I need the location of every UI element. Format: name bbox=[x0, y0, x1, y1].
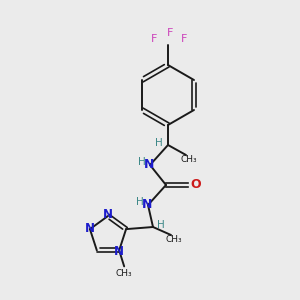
Text: O: O bbox=[191, 178, 201, 191]
Text: H: H bbox=[138, 157, 146, 167]
Text: H: H bbox=[155, 138, 163, 148]
Text: N: N bbox=[85, 222, 95, 235]
Text: CH₃: CH₃ bbox=[166, 236, 182, 244]
Text: F: F bbox=[181, 34, 187, 44]
Text: N: N bbox=[103, 208, 113, 221]
Text: H: H bbox=[157, 220, 165, 230]
Text: N: N bbox=[142, 199, 152, 212]
Text: CH₃: CH₃ bbox=[181, 155, 197, 164]
Text: N: N bbox=[114, 245, 124, 258]
Text: N: N bbox=[144, 158, 154, 172]
Text: CH₃: CH₃ bbox=[116, 269, 133, 278]
Text: H: H bbox=[136, 197, 144, 207]
Text: F: F bbox=[167, 28, 173, 38]
Text: F: F bbox=[151, 34, 157, 44]
